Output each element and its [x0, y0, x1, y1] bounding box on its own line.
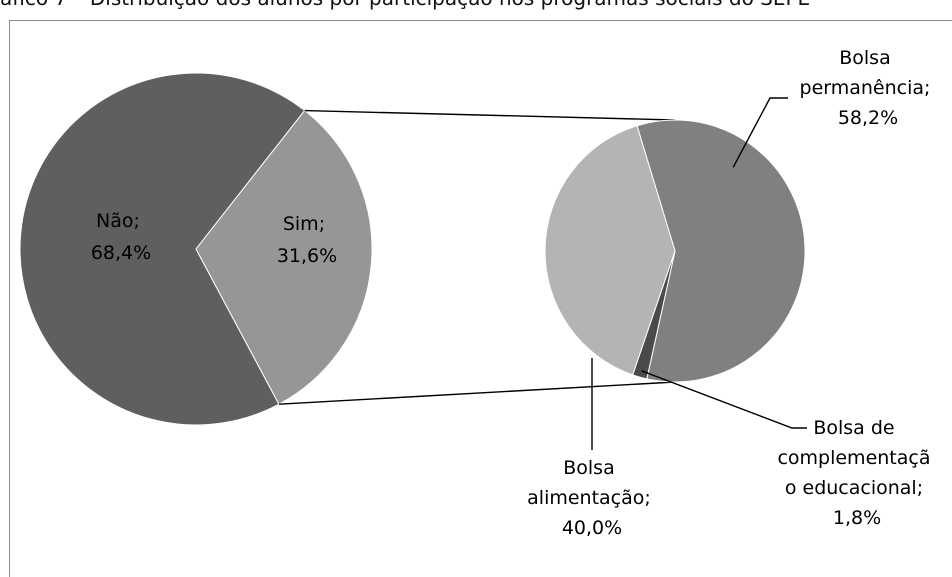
connector-line-top — [304, 109, 676, 121]
slice-label-nao-line-2: 68,4% — [91, 242, 151, 264]
leader-lines — [591, 97, 807, 450]
slice-label-bolsa-complementacao-line-1: Bolsa de — [813, 417, 894, 439]
slice-label-bolsa-alimentacao-line-2: alimentação; — [527, 487, 651, 509]
slice-label-sim: Sim; 31,6% — [277, 213, 337, 267]
pie-slice-sim — [195, 109, 373, 405]
main-pie — [19, 72, 373, 426]
pie-slice-bolsa-alimentacao — [544, 125, 676, 376]
slice-label-bolsa-alimentacao-line-1: Bolsa — [563, 457, 614, 479]
slice-label-bolsa-complementacao: Bolsa de complementaçã o educacional; 1,… — [777, 417, 936, 529]
slice-label-nao: Não; 68,4% — [91, 210, 151, 264]
slice-label-bolsa-permanencia: Bolsa permanência; 58,2% — [800, 47, 937, 129]
connector-lines — [278, 109, 676, 405]
slice-label-bolsa-permanencia-line-3: 58,2% — [838, 107, 898, 129]
slice-label-bolsa-complementacao-line-4: 1,8% — [833, 507, 881, 529]
connector-line-bottom — [278, 381, 676, 405]
slice-label-sim-line-1: Sim; — [283, 213, 325, 235]
leader-line-bolsa-permanencia — [732, 97, 788, 168]
pie-slice-nao — [19, 72, 306, 426]
slice-label-nao-line-1: Não; — [96, 210, 140, 232]
chart-caption: áfico 7 – Distribuição dos alunos por pa… — [0, 0, 952, 10]
secondary-pie — [544, 119, 806, 383]
slice-label-bolsa-complementacao-line-3: o educacional; — [785, 477, 923, 499]
slice-label-bolsa-complementacao-line-2: complementaçã — [777, 447, 930, 469]
slice-label-bolsa-alimentacao-line-3: 40,0% — [562, 517, 622, 539]
leader-line-bolsa-complementacao — [641, 370, 807, 429]
pie-slice-bolsa-permanencia — [636, 119, 806, 383]
slice-label-bolsa-alimentacao: Bolsa alimentação; 40,0% — [527, 457, 657, 539]
slice-label-sim-line-2: 31,6% — [277, 245, 337, 267]
slice-label-bolsa-permanencia-line-2: permanência; — [800, 77, 931, 99]
slice-label-bolsa-permanencia-line-1: Bolsa — [839, 47, 890, 69]
